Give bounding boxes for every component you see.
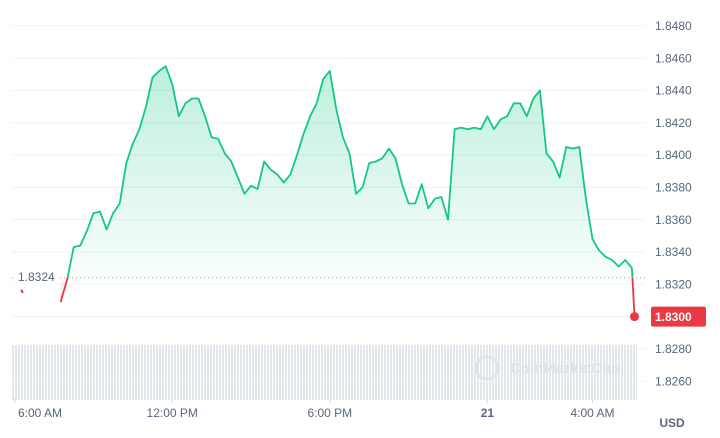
- y-tick-label: 1.8400: [655, 148, 692, 162]
- price-line: [59, 65, 636, 317]
- x-tick-label: 6:00 PM: [307, 406, 352, 420]
- start-marker: [20, 289, 24, 294]
- y-tick-label: 1.8260: [655, 374, 692, 388]
- last-point: [629, 312, 639, 322]
- volume-bars: [12, 345, 637, 400]
- watermark: CoinMarketCap: [510, 360, 620, 377]
- y-tick-label: 1.8320: [655, 277, 692, 291]
- x-tick-label: 21: [481, 406, 495, 420]
- y-tick-label: 1.8460: [655, 51, 692, 65]
- baseline-label: 1.8324: [18, 270, 55, 284]
- y-tick-label: 1.8360: [655, 213, 692, 227]
- currency-label: USD: [659, 416, 685, 430]
- y-tick-label: 1.8480: [655, 19, 692, 33]
- x-tick-label: 6:00 AM: [18, 406, 62, 420]
- y-tick-label: 1.8440: [655, 84, 692, 98]
- y-tick-label: 1.8340: [655, 245, 692, 259]
- y-tick-label: 1.8300: [655, 310, 692, 324]
- y-tick-label: 1.8420: [655, 116, 692, 130]
- y-tick-label: 1.8380: [655, 181, 692, 195]
- watermark-logo: [474, 355, 500, 381]
- price-badge: [651, 306, 706, 327]
- price-area: [60, 66, 635, 317]
- y-tick-label: 1.8280: [655, 342, 692, 356]
- x-tick-label: 12:00 PM: [147, 406, 198, 420]
- x-tick-label: 4:00 AM: [570, 406, 614, 420]
- baseline-label-bg: [15, 268, 59, 285]
